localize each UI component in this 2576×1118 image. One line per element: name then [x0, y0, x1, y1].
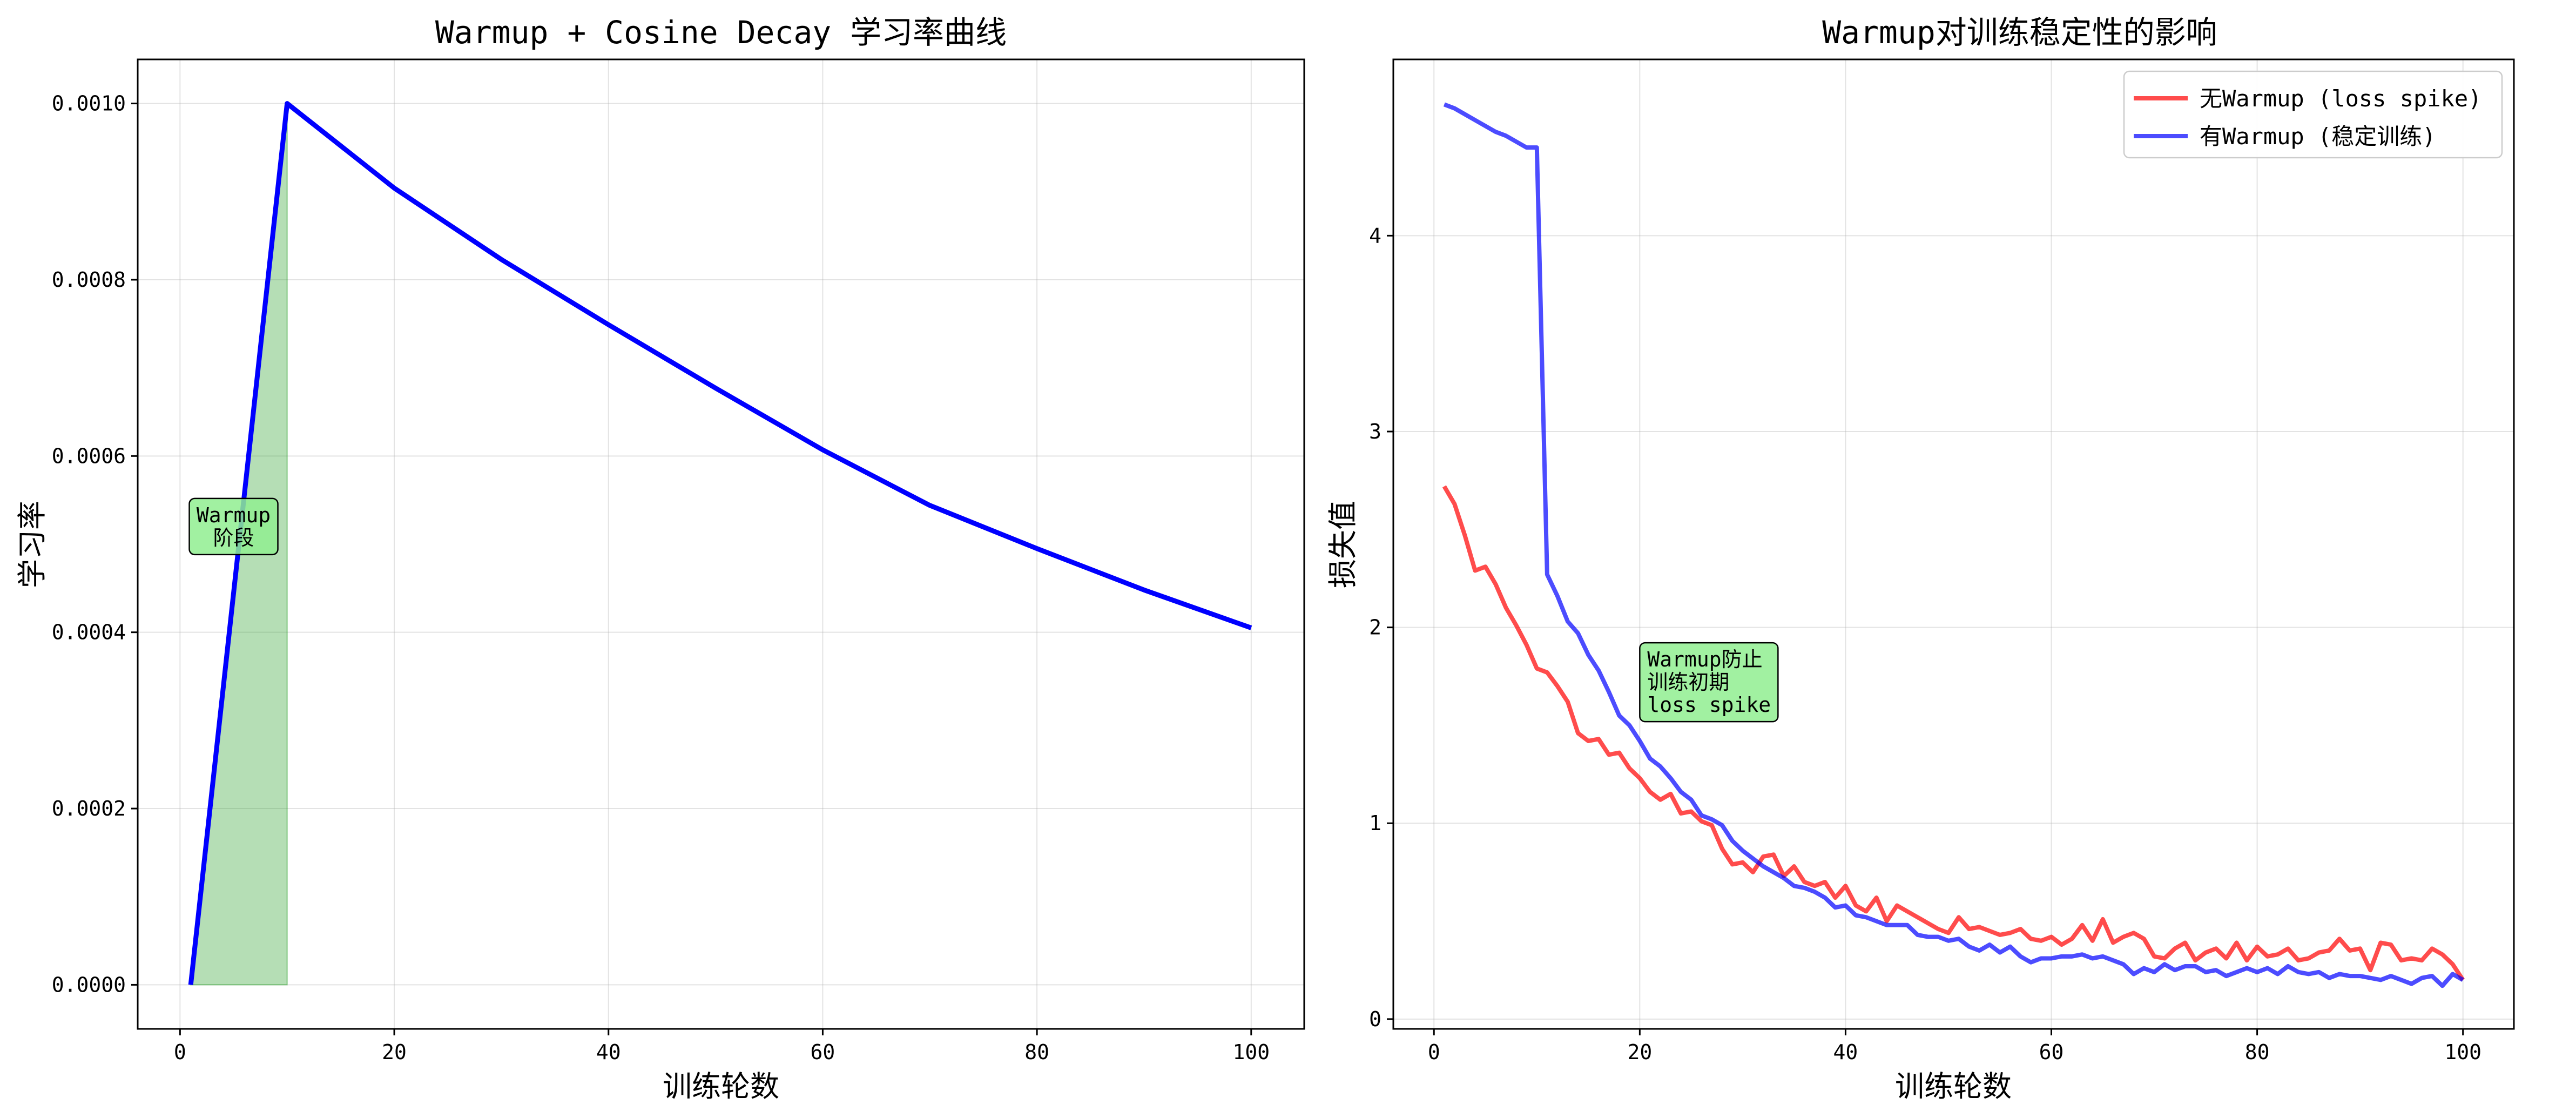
annotation-box [188, 497, 279, 556]
legend: 无Warmup (loss spike) 有Warmup (稳定训练) [2123, 70, 2503, 159]
y-tick-label: 0.0006 [52, 444, 126, 468]
x-tick-label: 0 [1428, 1040, 1440, 1064]
annotation-text: 训练初期 [1647, 670, 1729, 694]
y-tick-label: 4 [1369, 224, 1381, 247]
y-tick-label: 0.0010 [52, 92, 126, 116]
chart-title: Warmup对训练稳定性的影响 [1822, 14, 2217, 51]
legend-label: 有Warmup (稳定训练) [2200, 123, 2436, 150]
plot-frame [1392, 58, 2515, 1030]
y-tick-label: 0.0008 [52, 268, 126, 292]
x-tick-label: 20 [1627, 1040, 1652, 1064]
series-layer [1442, 102, 2465, 988]
tick-labels: 0 20 40 60 80 100 0 1 2 3 4 [1369, 224, 2481, 1064]
x-tick-label: 60 [811, 1040, 835, 1064]
loss-chart: Warmup对训练稳定性的影响 0 20 40 60 80 100 0 1 2 3 4 训练轮数 损… [1326, 14, 2515, 1103]
y-tick-label: 0.0002 [52, 797, 126, 820]
x-axis-label: 训练轮数 [1895, 1069, 2012, 1103]
x-tick-label: 40 [596, 1040, 621, 1064]
series-line-0 [1442, 485, 2465, 981]
legend-label: 无Warmup (loss spike) [2200, 85, 2481, 112]
legend-box [2123, 70, 2503, 159]
y-tick-label: 0.0000 [52, 973, 126, 996]
x-tick-label: 100 [2444, 1040, 2481, 1064]
annotation-text: Warmup防止 [1647, 648, 1762, 671]
grid [1393, 59, 2514, 1029]
plot-frame [137, 58, 1305, 1030]
x-axis-label: 训练轮数 [663, 1069, 779, 1103]
y-tick-label: 3 [1369, 420, 1381, 443]
x-tick-label: 0 [174, 1040, 186, 1064]
x-tick-label: 100 [1232, 1040, 1270, 1064]
x-tick-label: 80 [1024, 1040, 1049, 1064]
annotation-box [1639, 642, 1779, 723]
x-tick-label: 40 [1833, 1040, 1858, 1064]
x-tick-label: 20 [382, 1040, 407, 1064]
grid [138, 59, 1304, 1029]
y-axis-label: 损失值 [1326, 501, 1360, 588]
annotation-text: 阶段 [213, 526, 254, 550]
chart-title: Warmup + Cosine Decay 学习率曲线 [435, 14, 1007, 51]
x-tick-label: 60 [2039, 1040, 2064, 1064]
series-line-1 [1443, 102, 2464, 988]
x-tick-label: 80 [2245, 1040, 2270, 1064]
tick-labels: 0 20 40 60 80 100 0.0000 0.0002 0.0004 0.0006 0.00… [52, 92, 1270, 1064]
y-tick-label: 0 [1369, 1007, 1381, 1031]
y-tick-label: 2 [1369, 616, 1381, 639]
lr-chart: Warmup + Cosine Decay 学习率曲线 0 20 40 60 80 100… [15, 14, 1305, 1103]
y-tick-label: 0.0004 [52, 621, 126, 644]
y-axis-label: 学习率 [15, 501, 49, 588]
series-line-0 [188, 101, 1252, 985]
annotation-text: Warmup [197, 503, 271, 527]
annotation-text: loss spike [1647, 693, 1771, 717]
series-layer [188, 101, 1252, 985]
y-tick-label: 1 [1369, 811, 1381, 835]
